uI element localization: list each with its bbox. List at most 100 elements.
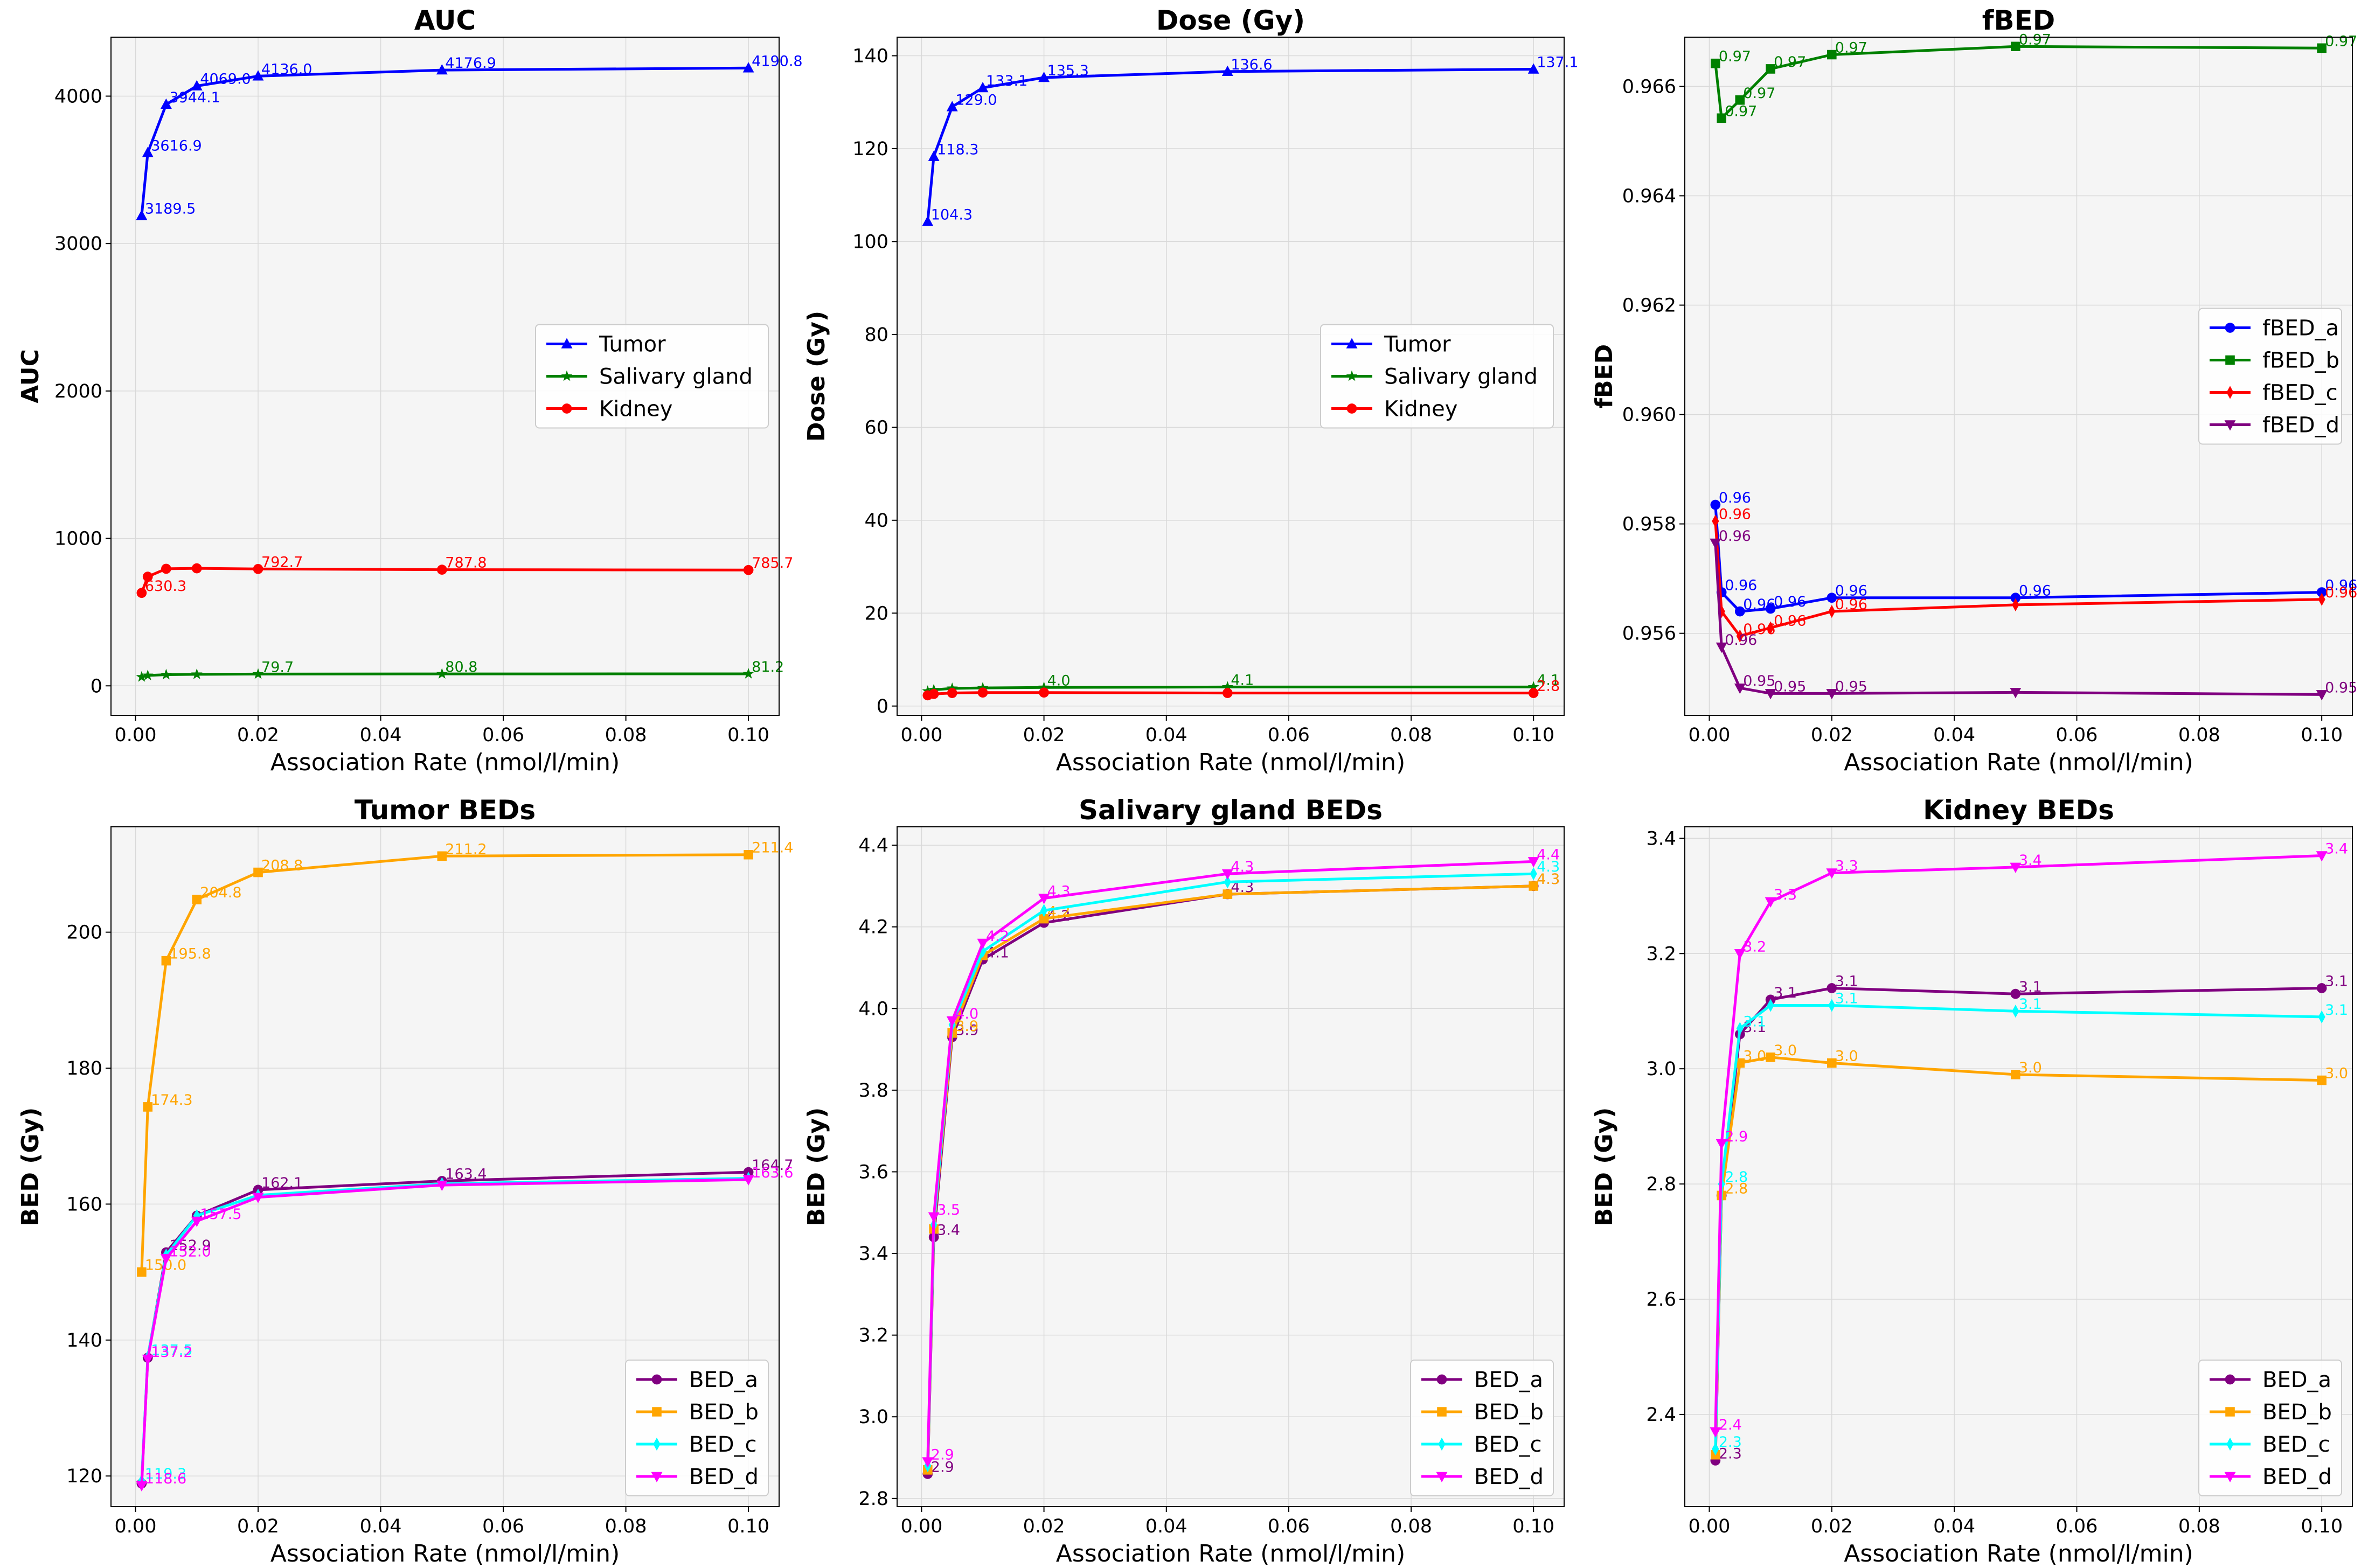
legend-label: BED_c: [2262, 1432, 2330, 1457]
data-point: [947, 688, 957, 698]
data-label: 0.96: [1835, 596, 1867, 613]
data-point: [2316, 983, 2327, 993]
data-label: 4.3: [1047, 883, 1071, 900]
data-label: 4069.0: [200, 71, 251, 88]
legend-box: [2198, 308, 2342, 445]
data-label: 3.0: [1774, 1042, 1797, 1059]
y-tick-label: 120: [66, 1466, 102, 1487]
data-label: 195.8: [169, 946, 211, 963]
data-label: 0.97: [1743, 85, 1775, 102]
data-label: 0.97: [1719, 48, 1751, 65]
data-point: [1221, 869, 1233, 880]
data-point: [2317, 43, 2327, 53]
data-point: [436, 565, 447, 575]
chart-panel-fbed: 0.960.960.960.960.96 0.96 0.960.970.970.97…: [1591, 5, 2357, 776]
data-label: 208.8: [261, 858, 303, 874]
y-tick-label: 140: [66, 1330, 102, 1351]
data-label: 3.3: [1835, 858, 1858, 875]
data-point: [1736, 629, 1744, 643]
x-tick-label: 0.10: [1512, 724, 1554, 746]
data-point: [191, 80, 203, 90]
y-tick-label: 4000: [54, 86, 102, 107]
legend-label: Salivary gland: [1384, 365, 1538, 389]
x-tick-label: 0.10: [1512, 1516, 1554, 1537]
data-label: 3.4: [2019, 852, 2042, 869]
plot-frame: [1684, 826, 2353, 1507]
legend: BED_a BED_b BED_c BED_d: [625, 1360, 769, 1496]
data-point: [1038, 72, 1050, 82]
data-label: 3.0: [1835, 1048, 1858, 1064]
y-axis-label: BED (Gy): [17, 1107, 44, 1226]
y-tick-label: 80: [864, 324, 888, 346]
legend-marker: [651, 1374, 662, 1385]
data-point: [1221, 65, 1233, 76]
x-tick-label: 0.08: [605, 1516, 647, 1537]
data-point: [1221, 681, 1233, 692]
data-label: 787.8: [445, 555, 487, 572]
chart-title: Dose (Gy): [1156, 5, 1305, 36]
plot-frame: [1684, 37, 2353, 716]
legend-marker: [653, 1437, 661, 1451]
data-label: 4.3: [1537, 871, 1560, 888]
data-point: [1828, 604, 1836, 618]
y-tick-label: 3.6: [858, 1161, 888, 1183]
x-tick-label: 0.06: [2056, 1516, 2098, 1537]
data-point: [143, 1102, 153, 1112]
data-point: [253, 563, 263, 574]
series-salivary-gland: 79.7 80.8 81.2: [136, 659, 784, 682]
y-tick-label: 0.958: [1622, 514, 1676, 535]
data-label: 157.5: [200, 1206, 241, 1223]
data-label: 4.1: [1231, 672, 1254, 688]
data-point: [1765, 897, 1776, 908]
chart-panel-dose: 104.3 118.3 129.0 133.1 135.3 136.6 137.1 4.0 4.…: [803, 5, 1579, 776]
legend-label: fBED_d: [2262, 413, 2339, 438]
data-label: 0.95: [1835, 678, 1867, 695]
y-tick-label: 140: [852, 45, 888, 67]
legend-marker: [561, 403, 572, 414]
data-label: 630.3: [145, 578, 186, 595]
x-tick-label: 0.06: [1268, 724, 1310, 746]
data-point: [977, 81, 989, 93]
data-label: 2.9: [931, 1459, 954, 1475]
x-tick-label: 0.06: [482, 724, 524, 746]
data-point: [1039, 914, 1049, 924]
legend-label: fBED_b: [2262, 349, 2339, 373]
legend-marker: [651, 1472, 663, 1482]
legend: BED_a BED_b BED_c BED_d: [1410, 1360, 1554, 1496]
x-tick-label: 0.08: [2178, 724, 2220, 746]
data-label: 3.2: [1743, 938, 1766, 955]
data-label: 4.3: [1537, 859, 1560, 875]
x-tick-label: 0.10: [727, 1516, 769, 1537]
x-tick-label: 0.08: [2178, 1516, 2220, 1537]
y-tick-label: 4.0: [858, 998, 888, 1020]
data-point: [977, 687, 988, 698]
data-point: [160, 98, 172, 109]
data-label: 3.1: [2325, 973, 2348, 989]
data-point: [136, 588, 147, 598]
data-label: 164.7: [752, 1157, 793, 1174]
y-tick-label: 0: [91, 675, 102, 697]
y-tick-label: 100: [852, 231, 888, 253]
data-point: [1766, 64, 1775, 74]
data-point: [1826, 868, 1838, 879]
data-point: [2316, 851, 2328, 862]
data-point: [252, 1193, 264, 1203]
x-tick-label: 0.02: [237, 724, 279, 746]
data-label: 2.8: [1537, 678, 1560, 695]
data-point: [1529, 881, 1539, 891]
chart-panel-tumor_beds: 152.9162.1163.4164.7150.0174.3195.8204.8…: [17, 795, 793, 1567]
data-point: [1766, 1052, 1775, 1062]
data-label: 119.3: [145, 1466, 186, 1482]
data-label: 104.3: [931, 206, 973, 223]
data-point: [2318, 1010, 2325, 1024]
data-point: [2011, 1070, 2020, 1079]
data-point: [1222, 688, 1233, 698]
chart-panel-salivary_beds: 2.93.43.94.14.24.3 4.33.94.24.34.32.93.54…: [803, 795, 1565, 1567]
data-point: [946, 1016, 958, 1027]
data-label: 4.2: [986, 928, 1009, 945]
data-point: [946, 101, 958, 111]
series-bed_d: 2.4 2.9 3.2 3.3 3.3 3.4 3.4: [1710, 840, 2348, 1438]
legend-label: BED_b: [2262, 1400, 2332, 1425]
data-label: 2.9: [931, 1447, 954, 1464]
y-tick-label: 60: [864, 417, 888, 438]
